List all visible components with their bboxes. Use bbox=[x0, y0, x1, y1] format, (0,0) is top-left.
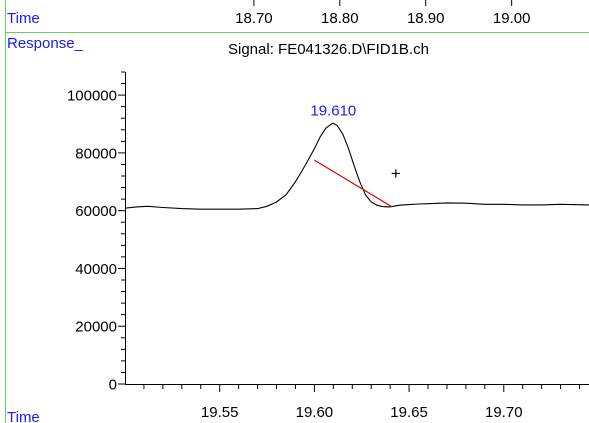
top-tick-label: 18.90 bbox=[407, 10, 445, 27]
x-tick-label: 19.65 bbox=[390, 404, 428, 421]
cursor-crosshair: + bbox=[391, 164, 401, 183]
x-tick-label: 19.60 bbox=[296, 404, 334, 421]
y-tick-label: 80000 bbox=[75, 145, 117, 162]
signal-title: Signal: FE041326.D\FID1B.ch bbox=[228, 41, 429, 58]
y-tick-label: 0 bbox=[109, 377, 117, 394]
top-tick-label: 19.00 bbox=[493, 10, 531, 27]
top-tick-label: 18.70 bbox=[235, 10, 273, 27]
peak-baseline bbox=[314, 159, 393, 208]
peak-retention-label: 19.610 bbox=[310, 102, 356, 119]
x-tick-label: 19.70 bbox=[485, 404, 523, 421]
top-axis-ticks: 18.70 18.80 18.90 19.00 bbox=[235, 0, 530, 27]
top-axis-label: Time bbox=[7, 10, 40, 27]
y-axis-label: Response_ bbox=[7, 35, 84, 52]
top-tick-label: 18.80 bbox=[321, 10, 359, 27]
y-tick-label: 100000 bbox=[67, 88, 117, 105]
x-axis-label: Time bbox=[7, 409, 40, 423]
y-axis-ticks: 0 20000 40000 60000 80000 100000 bbox=[67, 71, 125, 394]
x-axis-ticks: 19.55 19.60 19.65 19.70 bbox=[143, 384, 581, 421]
signal-trace bbox=[124, 122, 589, 210]
y-tick-label: 60000 bbox=[75, 203, 117, 220]
y-tick-label: 20000 bbox=[75, 319, 117, 336]
y-tick-label: 40000 bbox=[75, 261, 117, 278]
x-tick-label: 19.55 bbox=[201, 404, 239, 421]
